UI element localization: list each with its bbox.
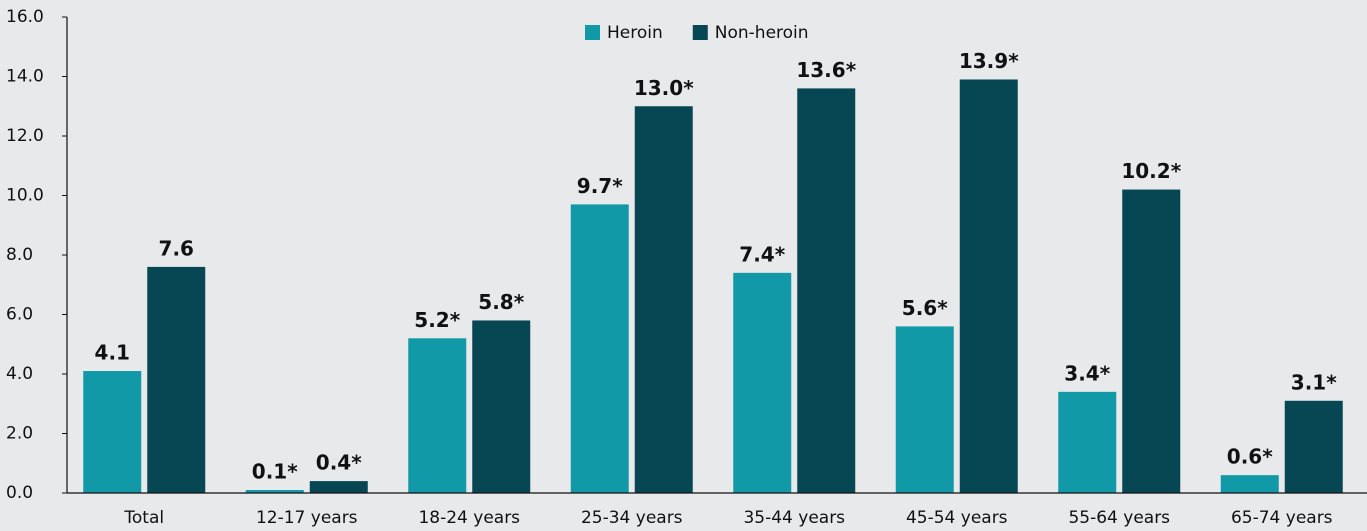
y-tick-label: 8.0 [6,245,33,265]
bar [472,320,531,493]
legend-swatch [692,25,708,40]
x-tick-label: 35-44 years [743,508,845,528]
y-tick-label: 10.0 [6,186,44,206]
y-tick-label: 6.0 [6,305,33,325]
value-label: 7.4* [739,242,785,266]
bar [733,272,792,493]
bar [1284,400,1343,493]
bar [245,490,304,493]
bar [634,106,693,493]
x-tick-label: 45-54 years [906,508,1008,528]
x-tick-label: 12-17 years [256,508,358,528]
bar [309,481,368,493]
legend-label: Heroin [607,23,663,43]
value-label: 13.0* [634,76,694,100]
bar [1058,391,1117,493]
bar [570,204,629,494]
x-tick-label: 25-34 years [581,508,683,528]
value-label: 0.1* [252,460,298,484]
value-label: 10.2* [1121,159,1181,183]
bar [1220,475,1279,493]
bar [147,266,206,493]
x-tick-label: 55-64 years [1068,508,1170,528]
value-label: 4.1 [95,341,130,365]
value-label: 0.4* [316,451,362,475]
bar [797,88,856,494]
y-tick-label: 4.0 [6,364,33,384]
value-label: 7.6 [159,236,194,260]
bar [895,326,954,493]
y-tick-label: 16.0 [6,7,44,27]
legend-label: Non-heroin [715,23,809,43]
bar [408,338,467,493]
bar [83,371,142,493]
y-tick-label: 14.0 [6,67,44,87]
value-label: 0.6* [1227,445,1273,469]
legend-swatch [585,25,600,40]
bar [1122,189,1181,494]
x-tick-label: 65-74 years [1231,508,1333,528]
y-tick-label: 12.0 [6,126,44,146]
value-label: 5.6* [902,296,948,320]
x-tick-label: Total [123,508,164,528]
value-label: 5.2* [414,308,460,332]
value-label: 3.1* [1291,370,1337,394]
value-label: 13.9* [959,49,1019,73]
value-label: 13.6* [796,58,856,82]
y-tick-label: 2.0 [6,424,33,444]
y-tick-label: 0.0 [6,483,33,503]
value-label: 3.4* [1064,361,1110,385]
value-label: 9.7* [577,174,623,198]
bar [959,79,1018,493]
value-label: 5.8* [478,290,524,314]
x-tick-label: 18-24 years [418,508,520,528]
